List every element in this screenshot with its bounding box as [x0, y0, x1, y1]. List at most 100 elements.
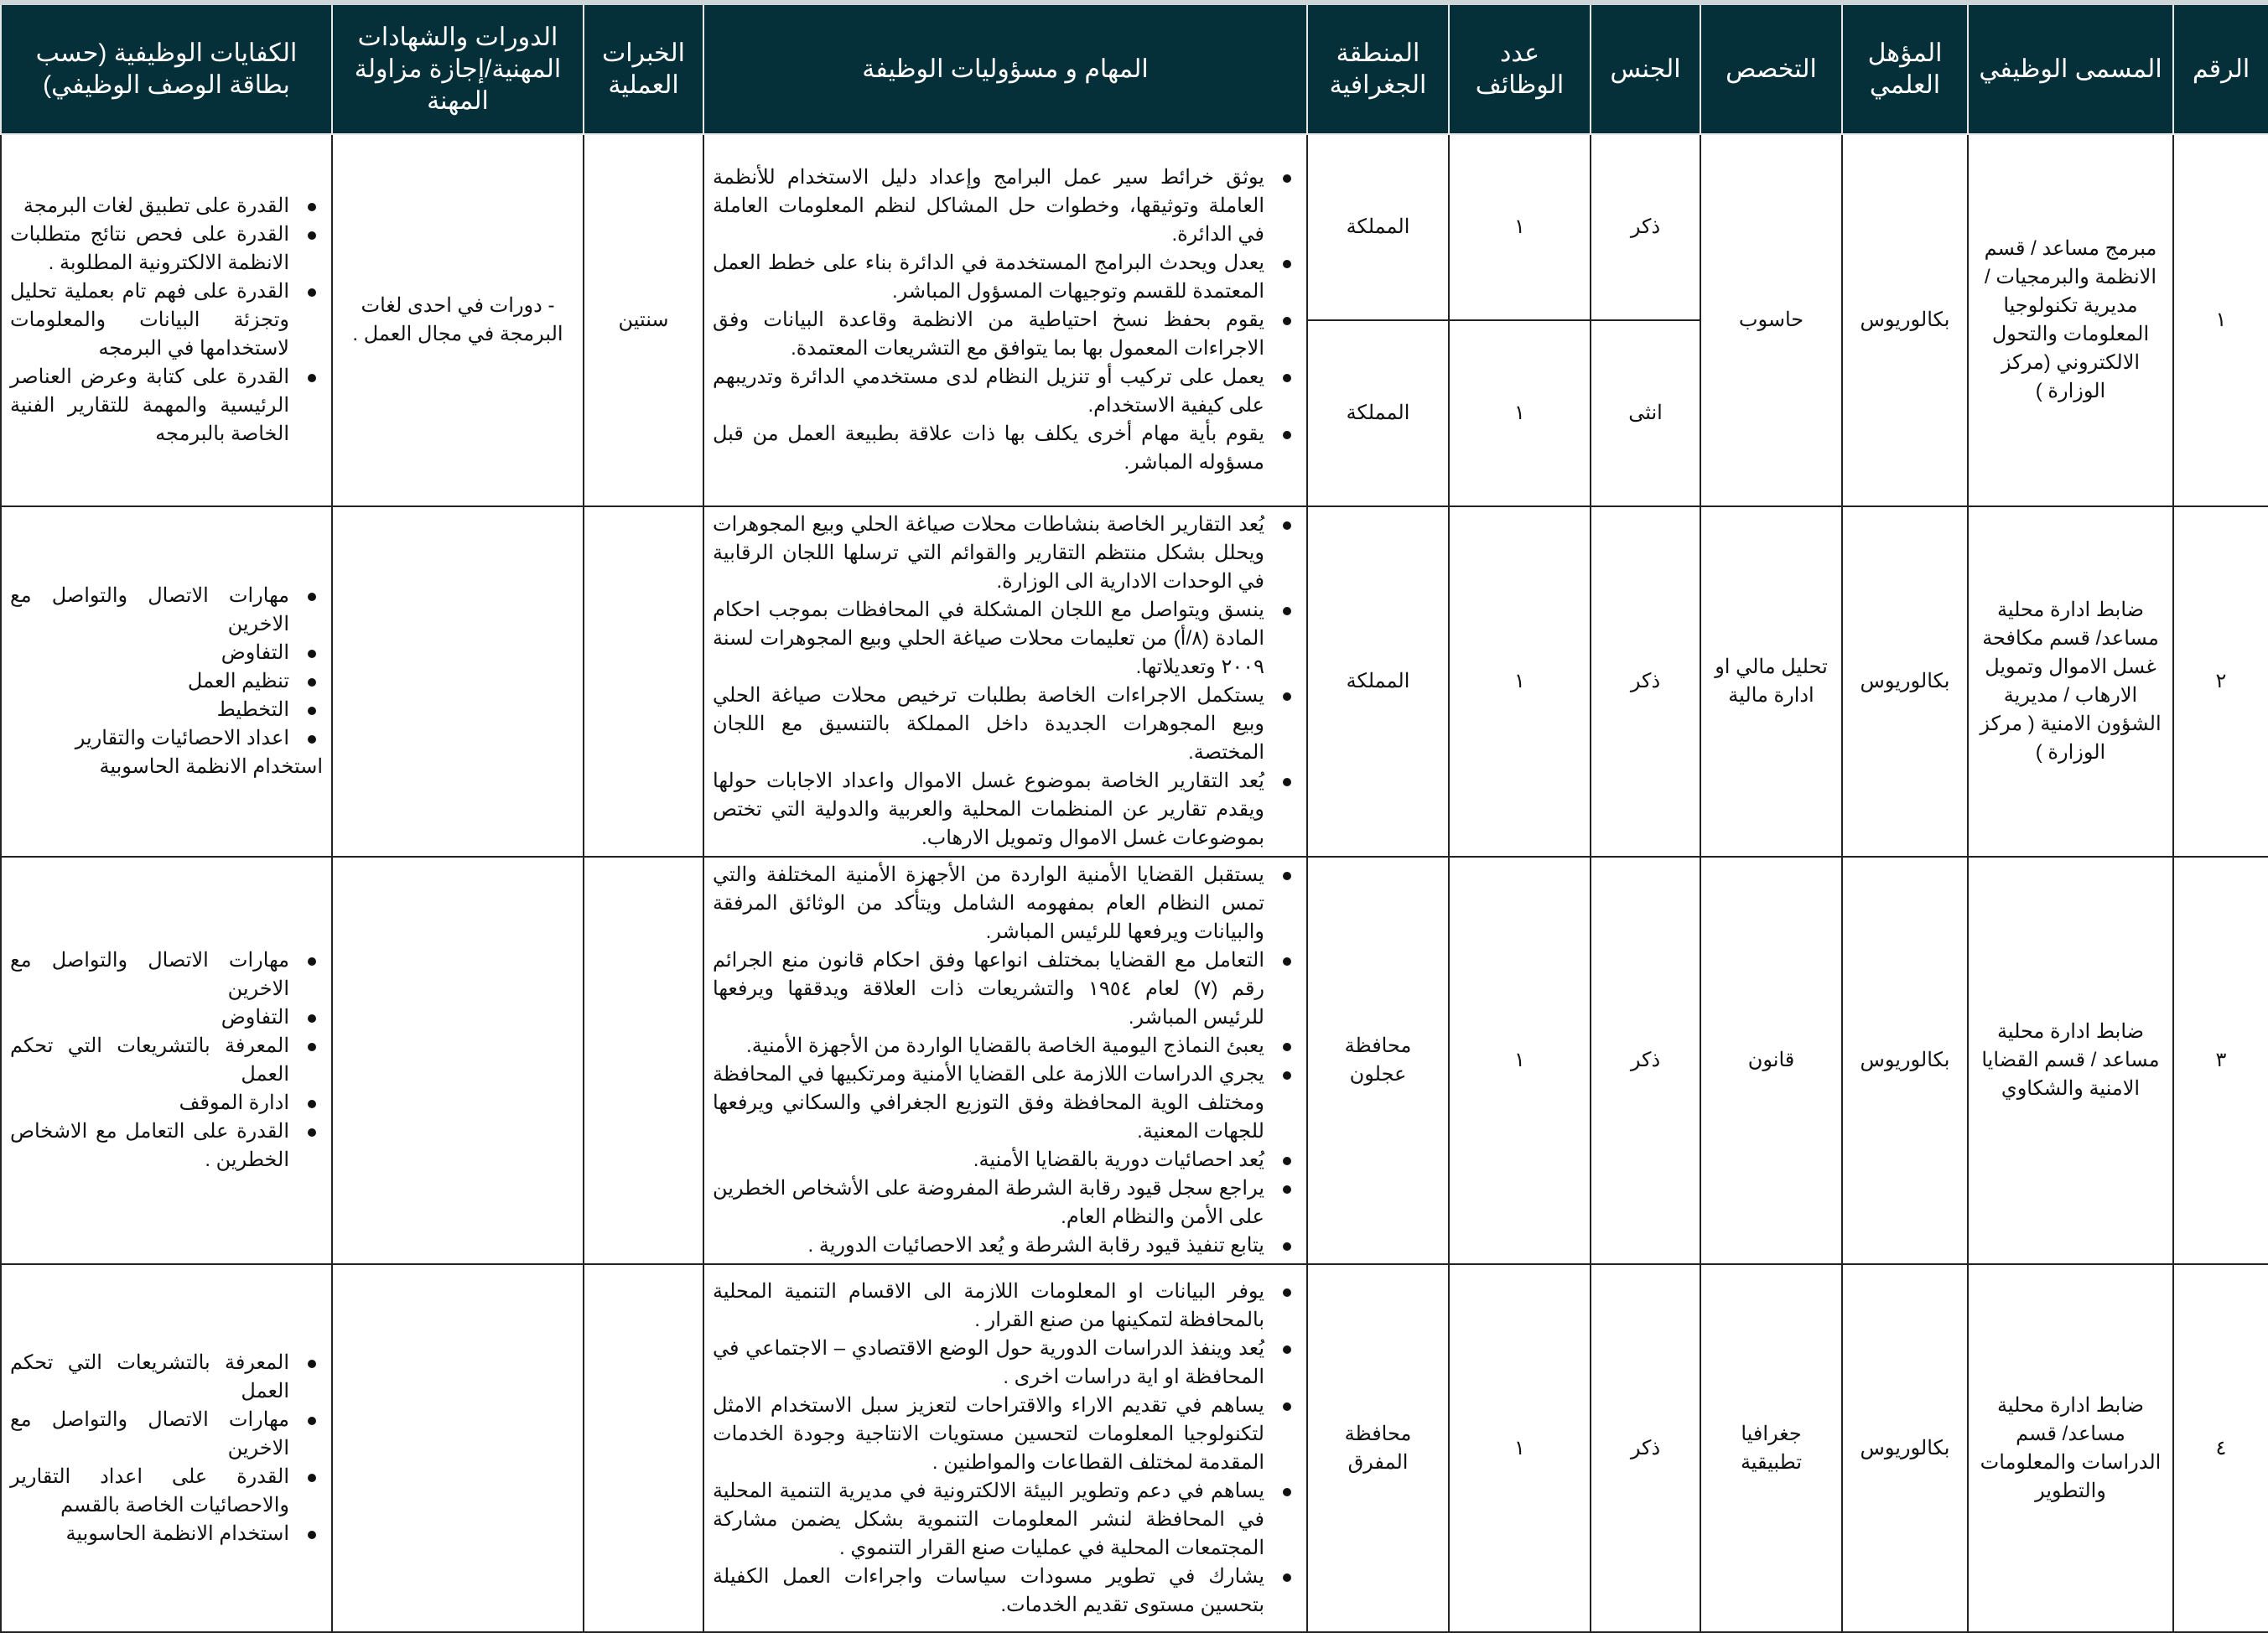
header-job-count: عدد الوظائف [1448, 0, 1591, 135]
list-item: يقوم بأية مهام أخرى يكلف بها ذات علاقة ب… [713, 420, 1291, 477]
list-item: يراجع سجل قيود رقابة الشرطة المفروضة على… [713, 1174, 1291, 1231]
list-item: القدرة على التعامل مع الاشخاص الخطرين . [10, 1117, 316, 1174]
qualification: بكالوريوس [1841, 505, 1969, 858]
region: المملكة [1306, 505, 1450, 858]
list-item: يساهم في تقديم الاراء والاقتراحات لتعزيز… [713, 1392, 1291, 1477]
specialty: تحليل مالي او ادارة مالية [1700, 505, 1843, 858]
list-item: التفاوض [10, 1003, 316, 1032]
header-experience: الخبرات العملية [583, 0, 704, 135]
list-item: المعرفة بالتشريعات التي تحكم العمل [10, 1349, 316, 1406]
specialty: حاسوب [1700, 133, 1843, 507]
gender: انثى [1590, 319, 1701, 507]
courses: - دورات في احدى لغات البرمجة في مجال الع… [331, 133, 584, 507]
tasks-cell: يُعد التقارير الخاصة بنشاطات محلات صياغة… [703, 505, 1308, 858]
bullet-list: مهارات الاتصال والتواصل مع الاخرين التفاو… [10, 582, 323, 753]
courses [331, 856, 584, 1265]
region: محافظة المفرق [1306, 1263, 1450, 1633]
experience [583, 1263, 704, 1633]
list-item: يستقبل القضايا الأمنية الواردة من الأجهز… [713, 861, 1291, 946]
list-item: يتابع تنفيذ قيود رقابة الشرطة و يُعد الا… [713, 1231, 1291, 1260]
list-item: يُعد التقارير الخاصة بموضوع غسل الاموال … [713, 767, 1291, 853]
header-region: المنطقة الجغرافية [1306, 0, 1450, 135]
bullet-list: يُعد التقارير الخاصة بنشاطات محلات صياغة… [713, 511, 1298, 853]
bullet-list: يوفر البيانات او المعلومات اللازمة الى ا… [713, 1278, 1298, 1620]
list-tail-text: استخدام الانظمة الحاسوبية [99, 755, 323, 778]
row-number: ١ [2172, 133, 2268, 507]
list-item: يعمل على تركيب أو تنزيل النظام لدى مستخد… [713, 363, 1291, 420]
bullet-list: يوثق خرائط سير عمل البرامج وإعداد دليل ا… [713, 163, 1298, 477]
list-item: القدرة على اعداد التقارير والاحصائيات ال… [10, 1463, 316, 1520]
list-item: القدرة على فحص نتائج متطلبات الانظمة الا… [10, 220, 316, 277]
specialty: قانون [1700, 856, 1843, 1265]
qualification: بكالوريوس [1841, 133, 1969, 507]
list-item: مهارات الاتصال والتواصل مع الاخرين [10, 1406, 316, 1463]
job-count: ١ [1448, 856, 1591, 1265]
list-item: يُعد التقارير الخاصة بنشاطات محلات صياغة… [713, 511, 1291, 596]
list-item: اعداد الاحصائيات والتقارير [10, 724, 316, 753]
job-title: مبرمج مساعد / قسم الانظمة والبرمجيات / م… [1967, 133, 2174, 507]
list-item: يقوم بحفظ نسخ احتياطية من الانظمة وقاعدة… [713, 306, 1291, 363]
job-title: ضابط ادارة محلية مساعد / قسم القضايا الا… [1967, 856, 2174, 1265]
list-item: يساهم في دعم وتطوير البيئة الالكترونية ف… [713, 1477, 1291, 1563]
table-row: انثى ١ المملكة [1, 319, 2268, 507]
table-row: ٣ ضابط ادارة محلية مساعد / قسم القضايا ال… [0, 856, 2268, 1265]
region: المملكة [1306, 319, 1450, 507]
list-item: استخدام الانظمة الحاسوبية [10, 1520, 316, 1548]
list-item: ادارة الموقف [10, 1089, 316, 1117]
row-number: ٣ [2172, 856, 2268, 1265]
job-count: ١ [1448, 505, 1591, 858]
row-number: ٤ [2172, 1263, 2268, 1633]
job-title: ضابط ادارة محلية مساعد/ قسم الدراسات وال… [1967, 1263, 2174, 1633]
header-job-title: المسمى الوظيفي [1967, 0, 2174, 135]
list-item: التخطيط [10, 696, 316, 724]
competencies-cell: القدرة على تطبيق لغات البرمجة القدرة على … [0, 133, 333, 507]
list-item: التعامل مع القضايا بمختلف انواعها وفق اح… [713, 946, 1291, 1032]
bullet-list: مهارات الاتصال والتواصل مع الاخرين التفاو… [10, 946, 323, 1174]
list-item: يجري الدراسات اللازمة على القضايا الأمني… [713, 1060, 1291, 1146]
qualification: بكالوريوس [1841, 1263, 1969, 1633]
experience [583, 856, 704, 1265]
experience [583, 505, 704, 858]
table-row: ٢ ضابط ادارة محلية مساعد/ قسم مكافحة غسل … [0, 505, 2268, 858]
list-item: يعدل ويحدث البرامج المستخدمة في الدائرة … [713, 249, 1291, 306]
header-competencies: الكفايات الوظيفية (حسب بطاقة الوصف الوظي… [0, 0, 333, 135]
list-item: التفاوض [10, 639, 316, 667]
competencies-cell: مهارات الاتصال والتواصل مع الاخرين التفاو… [0, 856, 333, 1265]
region: محافظة عجلون [1306, 856, 1450, 1265]
job-title: ضابط ادارة محلية مساعد/ قسم مكافحة غسل ا… [1967, 505, 2174, 858]
list-item: مهارات الاتصال والتواصل مع الاخرين [10, 946, 316, 1003]
list-item: القدرة على فهم تام بعملية تحليل وتجزئة ا… [10, 277, 316, 363]
gender: ذكر [1590, 1263, 1701, 1633]
gender: ذكر [1590, 133, 1701, 321]
header-row: الرقم المسمى الوظيفي المؤهل العلمي التخصص ال… [0, 0, 2268, 135]
qualification: بكالوريوس [1841, 856, 1969, 1265]
list-item: يُعد وينفذ الدراسات الدورية حول الوضع ال… [713, 1335, 1291, 1392]
job-count: ١ [1448, 133, 1591, 321]
job-count: ١ [1448, 1263, 1591, 1633]
table-row: ٤ ضابط ادارة محلية مساعد/ قسم الدراسات وا… [0, 1263, 2268, 1633]
header-number: الرقم [2172, 0, 2268, 135]
list-item: ينسق ويتواصل مع اللجان المشكلة في المحاف… [713, 596, 1291, 682]
header-courses: الدورات والشهادات المهنية/إجازة مزاولة ا… [331, 0, 584, 135]
header-qualification: المؤهل العلمي [1841, 0, 1969, 135]
tasks-cell: يوثق خرائط سير عمل البرامج وإعداد دليل ا… [703, 133, 1308, 507]
bullet-list: المعرفة بالتشريعات التي تحكم العمل مهارات… [10, 1349, 323, 1548]
job-count: ١ [1448, 319, 1591, 507]
list-item: تنظيم العمل [10, 667, 316, 696]
bullet-list: القدرة على تطبيق لغات البرمجة القدرة على … [10, 192, 323, 448]
list-item: يوفر البيانات او المعلومات اللازمة الى ا… [713, 1278, 1291, 1335]
table-row: ١ مبرمج مساعد / قسم الانظمة والبرمجيات / … [0, 133, 2268, 507]
list-item: يشارك في تطوير مسودات سياسات واجراءات ال… [713, 1563, 1291, 1620]
list-item: القدرة على كتابة وعرض العناصر الرئيسية و… [10, 363, 316, 448]
list-item: يستكمل الاجراءات الخاصة بطلبات ترخيص محل… [713, 682, 1291, 767]
gender: ذكر [1590, 505, 1701, 858]
list-item: القدرة على تطبيق لغات البرمجة [10, 192, 316, 220]
row-number: ٢ [2172, 505, 2268, 858]
header-specialty: التخصص [1700, 0, 1843, 135]
header-gender: الجنس [1590, 0, 1701, 135]
competencies-cell: مهارات الاتصال والتواصل مع الاخرين التفاو… [0, 505, 333, 858]
tasks-cell: يوفر البيانات او المعلومات اللازمة الى ا… [703, 1263, 1308, 1633]
specialty: جغرافيا تطبيقية [1700, 1263, 1843, 1633]
courses [331, 505, 584, 858]
